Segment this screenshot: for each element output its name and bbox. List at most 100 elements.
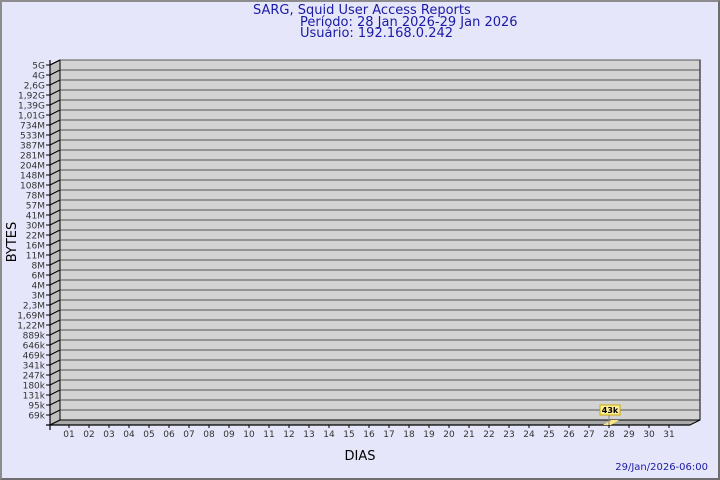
wall-gridline — [49, 389, 61, 396]
y-tick-label: 4M — [32, 282, 46, 292]
y-tick-label: 533M — [20, 132, 45, 142]
x-tick-label: 11 — [263, 430, 274, 440]
wall-gridline — [49, 269, 61, 276]
x-tick-label: 08 — [203, 430, 215, 440]
x-tick-label: 03 — [103, 430, 114, 440]
y-tick-label: 469k — [23, 352, 46, 362]
x-tick-label: 12 — [283, 430, 294, 440]
generated-timestamp: 29/Jan/2026-06:00 — [615, 462, 708, 473]
plot-floor — [49, 419, 701, 426]
report-period: Período: 28 Jan 2026-29 Jan 2026 — [300, 15, 518, 30]
y-tick-label: 204M — [20, 162, 45, 172]
x-tick-label: 20 — [443, 430, 455, 440]
y-tick-label: 6M — [32, 272, 46, 282]
x-tick-label: 30 — [643, 430, 655, 440]
y-tick-label: 22M — [26, 232, 45, 242]
x-tick-label: 06 — [163, 430, 175, 440]
x-tick-label: 21 — [463, 430, 474, 440]
y-tick-label: 2,3M — [23, 302, 45, 312]
y-tick-label: 4G — [32, 72, 45, 82]
x-tick-label: 13 — [303, 430, 314, 440]
x-tick-label: 01 — [63, 430, 74, 440]
y-tick-label: 16M — [26, 242, 45, 252]
wall-gridline — [49, 169, 61, 176]
wall-gridline — [49, 99, 61, 106]
x-tick-label: 23 — [503, 430, 514, 440]
wall-gridline — [49, 229, 61, 236]
wall-gridline — [49, 299, 61, 306]
y-tick-label: 1,69M — [17, 312, 45, 322]
wall-gridline — [49, 189, 61, 196]
y-axis-label: BYTES — [5, 222, 20, 263]
y-tick-label: 131k — [23, 392, 46, 402]
wall-gridline — [49, 289, 61, 296]
report-user: Usuário: 192.168.0.242 — [300, 26, 454, 41]
x-tick-label: 19 — [423, 430, 435, 440]
y-tick-label: 148M — [20, 172, 45, 182]
wall-gridline — [49, 139, 61, 146]
x-tick-label: 18 — [403, 430, 415, 440]
data-label: 43k — [602, 406, 619, 415]
y-tick-label: 341k — [23, 362, 46, 372]
wall-gridline — [49, 339, 61, 346]
y-tick-label: 247k — [23, 372, 46, 382]
x-tick-label: 05 — [143, 430, 154, 440]
x-tick-label: 09 — [223, 430, 235, 440]
y-tick-label: 1,39G — [18, 102, 45, 112]
wall-gridline — [49, 239, 61, 246]
x-axis-label: DIAS — [345, 449, 376, 464]
wall-gridline — [49, 209, 61, 216]
x-tick-label: 04 — [123, 430, 135, 440]
wall-gridline — [49, 89, 61, 96]
y-tick-label: 57M — [26, 202, 45, 212]
wall-gridline — [49, 319, 61, 326]
y-tick-label: 387M — [20, 142, 45, 152]
y-tick-label: 108M — [20, 182, 45, 192]
x-tick-label: 29 — [623, 430, 635, 440]
y-tick-label: 1,01G — [18, 112, 45, 122]
x-tick-label: 22 — [483, 430, 494, 440]
y-tick-label: 95k — [28, 402, 45, 412]
wall-gridline — [49, 179, 61, 186]
y-tick-label: 889k — [23, 332, 46, 342]
wall-gridline — [49, 399, 61, 406]
bar-28 — [603, 420, 619, 425]
y-tick-label: 8M — [32, 262, 46, 272]
x-tick-label: 02 — [83, 430, 94, 440]
wall-gridline — [49, 249, 61, 256]
y-tick-label: 11M — [26, 252, 45, 262]
wall-gridline — [49, 349, 61, 356]
y-tick-label: 180k — [23, 382, 46, 392]
x-tick-label: 27 — [583, 430, 594, 440]
y-tick-label: 3M — [32, 292, 46, 302]
x-tick-label: 16 — [363, 430, 375, 440]
y-tick-label: 30M — [26, 222, 45, 232]
y-tick-label: 78M — [26, 192, 45, 202]
wall-gridline — [49, 259, 61, 266]
x-tick-label: 14 — [323, 430, 335, 440]
x-tick-label: 15 — [343, 430, 354, 440]
x-tick-label: 24 — [523, 430, 535, 440]
wall-gridline — [49, 199, 61, 206]
y-tick-label: 5G — [32, 62, 45, 72]
wall-gridline — [49, 279, 61, 286]
wall-gridline — [49, 409, 61, 416]
y-tick-label: 1,92G — [18, 92, 45, 102]
data-label-box — [599, 404, 621, 416]
x-tick-label: 17 — [383, 430, 394, 440]
wall-gridline — [49, 329, 61, 336]
x-tick-label: 31 — [663, 430, 674, 440]
x-tick-label: 10 — [243, 430, 255, 440]
wall-gridline — [49, 79, 61, 86]
x-tick-label: 28 — [603, 430, 615, 440]
y-tick-label: 646k — [23, 342, 46, 352]
y-tick-label: 1,22M — [17, 322, 45, 332]
y-tick-label: 2,6G — [24, 82, 45, 92]
wall-gridline — [49, 59, 61, 66]
wall-gridline — [49, 149, 61, 156]
y-tick-label: 734M — [20, 122, 45, 132]
wall-gridline — [49, 129, 61, 136]
x-tick-label: 25 — [543, 430, 554, 440]
